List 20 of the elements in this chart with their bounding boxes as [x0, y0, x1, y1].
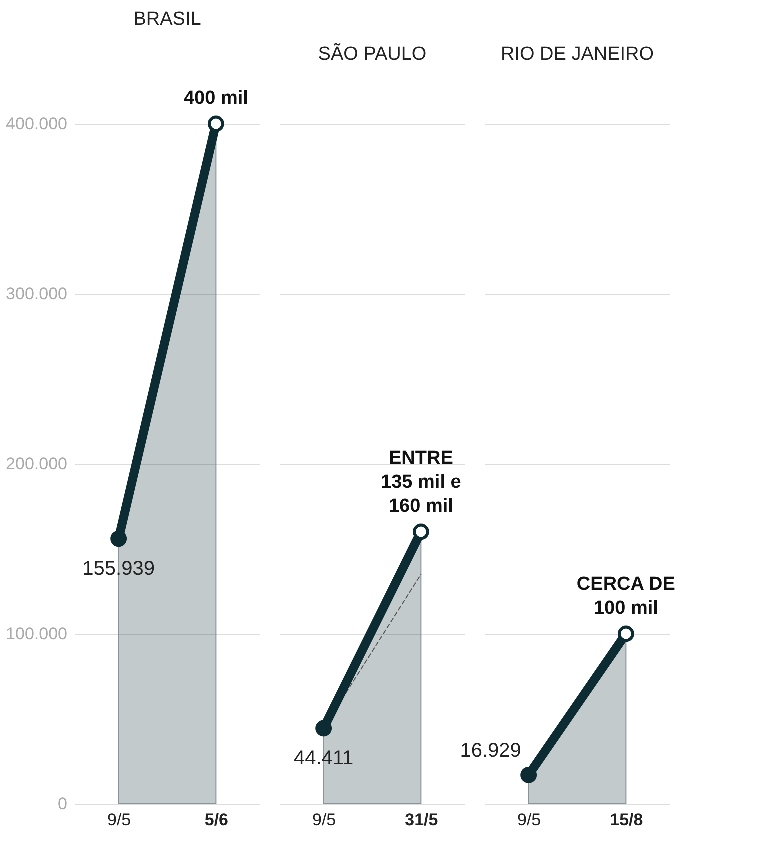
data-label: 44.411: [294, 748, 354, 770]
chart-title: BRASIL: [134, 9, 202, 30]
chart-title: RIO DE JANEIRO: [500, 44, 654, 65]
y-tick-label: 200.000: [6, 454, 68, 474]
y-tick-label: 300.000: [6, 284, 68, 304]
x-tick-label: 31/5: [405, 810, 438, 830]
chart-title: SÃO PAULO: [318, 43, 427, 65]
annotation: 400 mil: [184, 88, 248, 109]
y-tick-label: 400.000: [6, 114, 68, 134]
data-label: 16.929: [460, 740, 522, 762]
x-tick-label: 9/5: [107, 810, 132, 830]
x-tick-label: 9/5: [312, 810, 336, 830]
x-tick-label: 5/6: [204, 810, 229, 830]
data-label: 155.939: [82, 558, 155, 580]
y-tick-label: 0: [58, 794, 68, 814]
annotation: CERCA DE 100 mil: [576, 574, 676, 619]
y-tick-label: 100.000: [6, 624, 68, 644]
x-tick-label: 9/5: [517, 810, 542, 830]
annotation: ENTRE 135 mil e 160 mil: [381, 448, 462, 517]
x-tick-label: 15/8: [610, 810, 644, 830]
